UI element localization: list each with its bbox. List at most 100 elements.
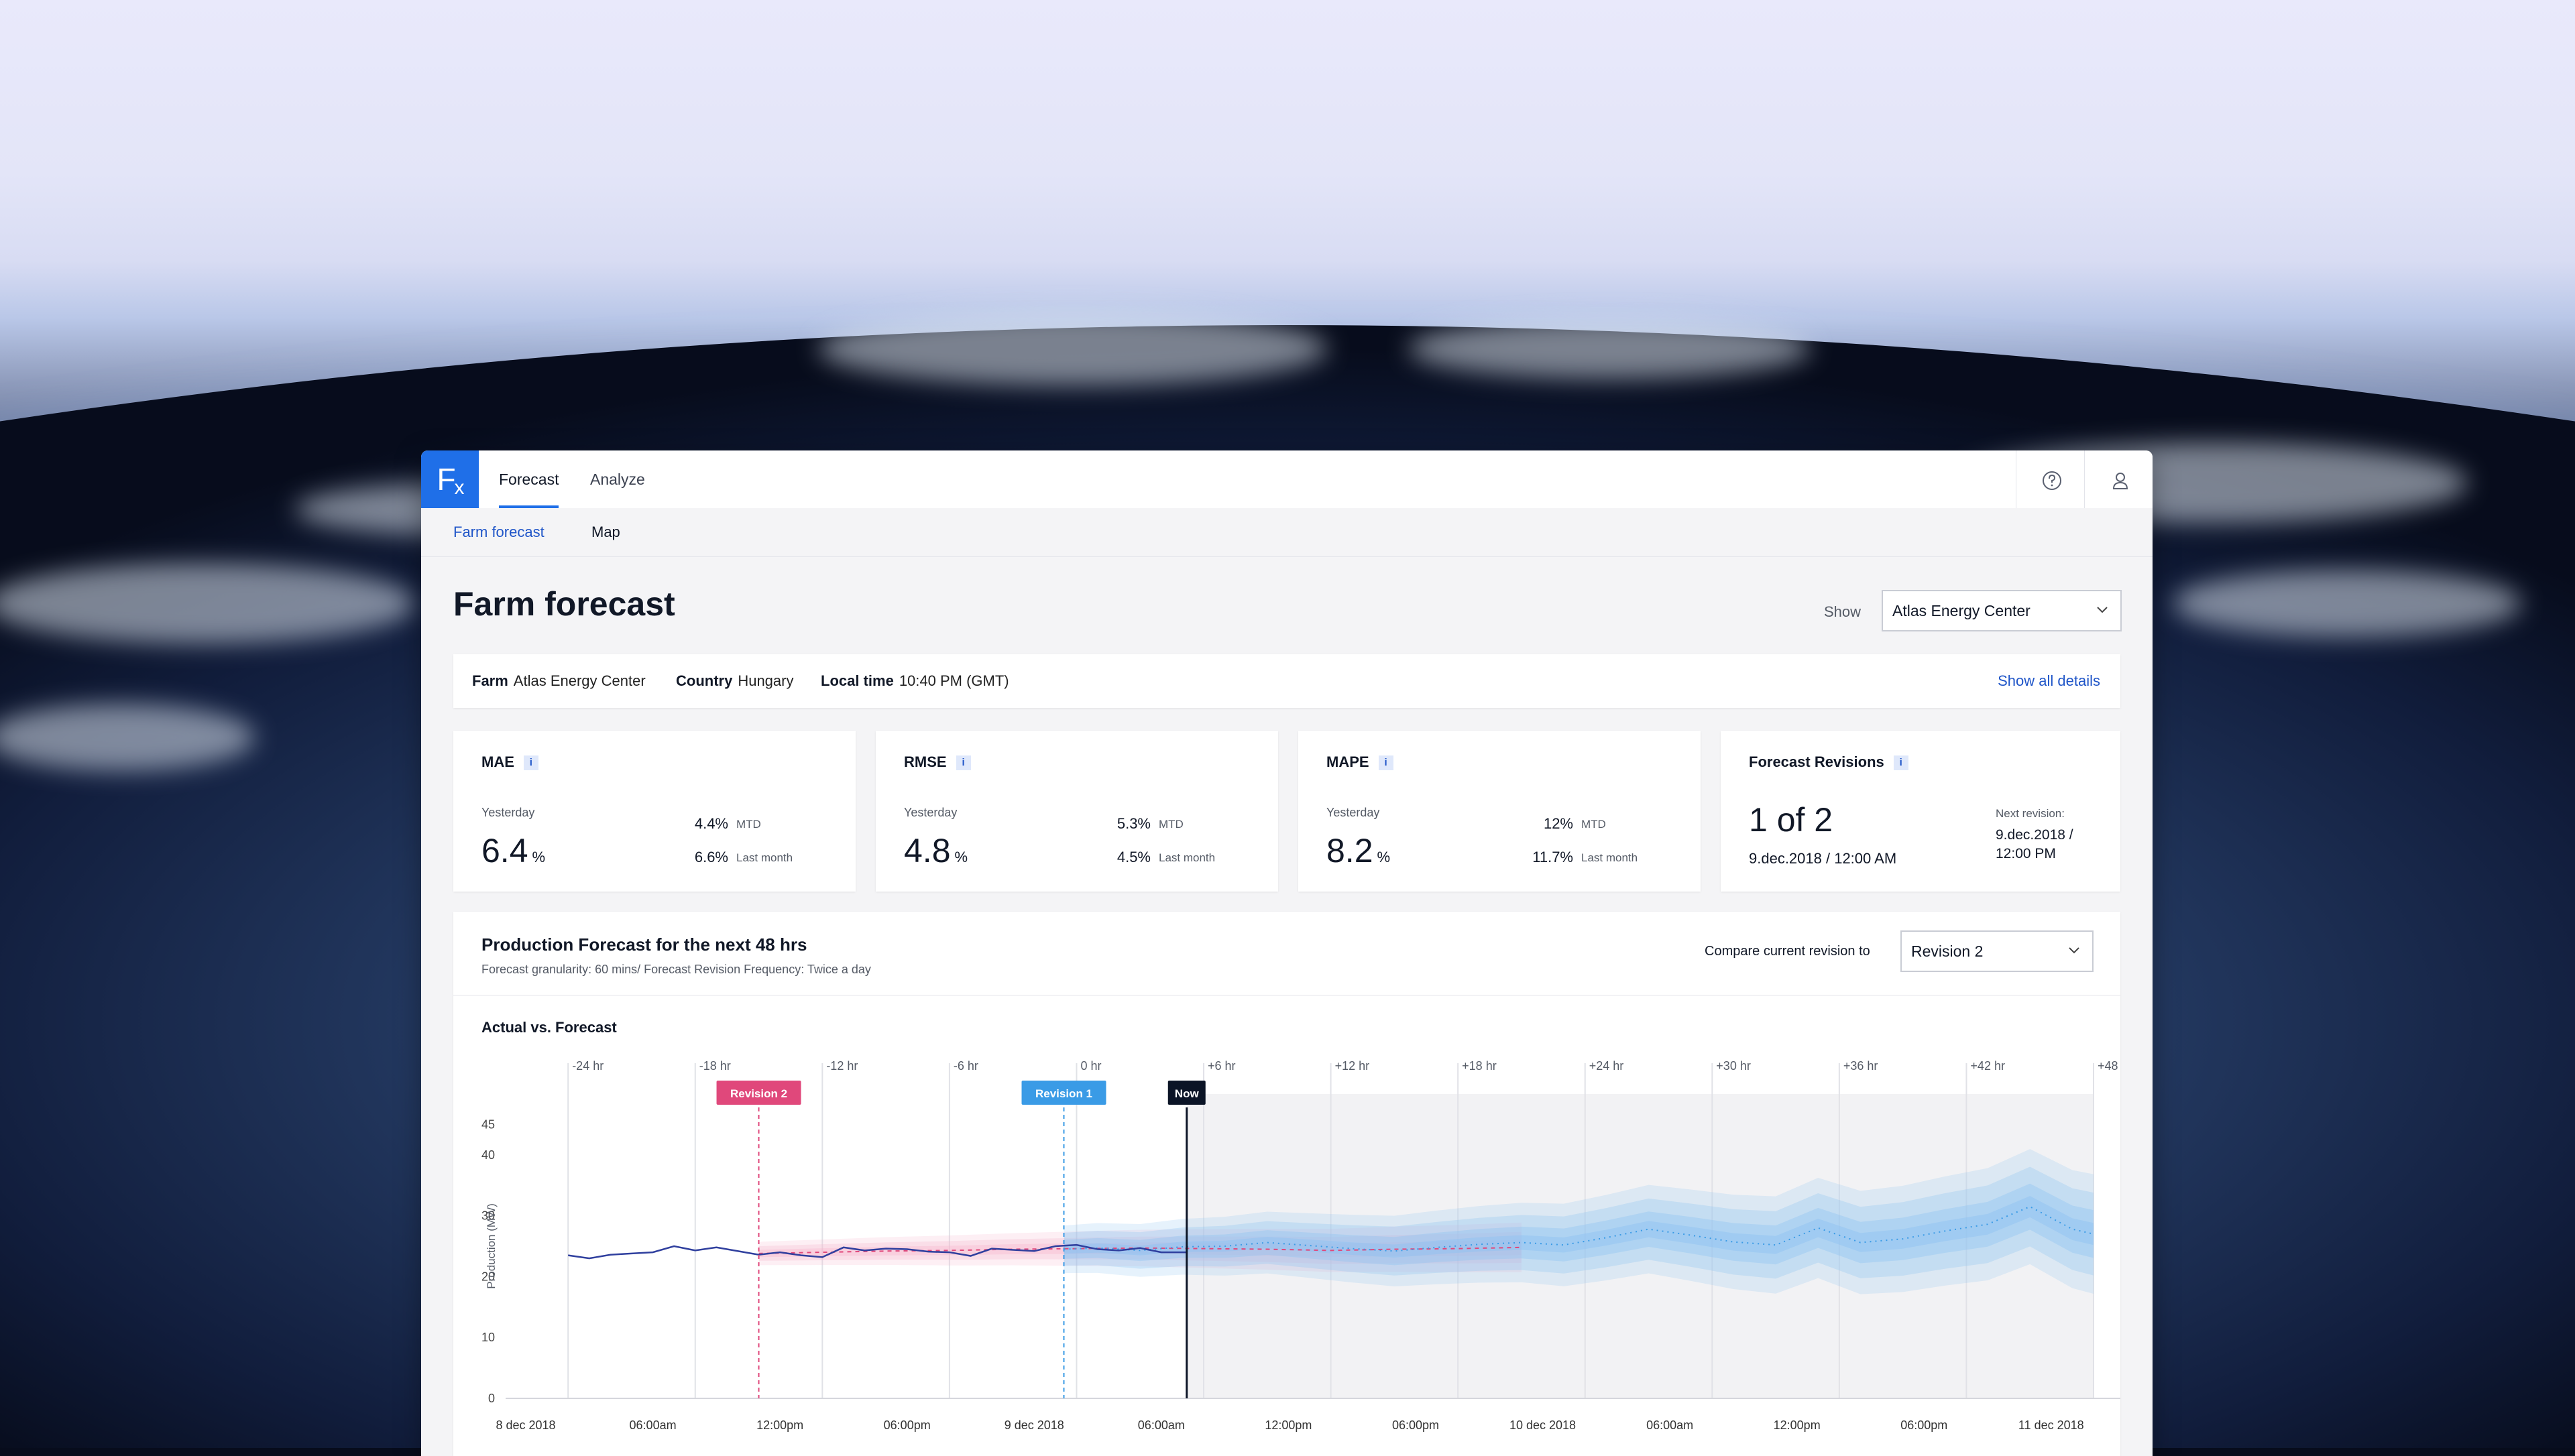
date-tick-label: 06:00am [1646,1418,1693,1432]
farm-value: Atlas Energy Center [513,672,646,689]
date-tick-label: 8 dec 2018 [496,1418,555,1432]
help-button[interactable] [2016,450,2085,508]
date-tick-label: 12:00pm [756,1418,803,1432]
app-window: Fx Forecast Analyze Farm forecast Map Fa… [421,450,2153,1456]
next-revision-label: Next revision: [1996,807,2065,820]
last-month-label: Last month [1581,851,1638,864]
date-tick-label: 9 dec 2018 [1005,1418,1064,1432]
subnav-farm-forecast[interactable]: Farm forecast [453,524,545,540]
relative-tick-label: -6 hr [954,1059,978,1073]
subnav-map[interactable]: Map [591,524,620,540]
actual-production-line [568,1243,1187,1260]
revision-1-uncertainty-band [1064,1149,2094,1294]
y-tick-label: 30 [481,1209,495,1223]
relative-tick-label: +48 hr [2098,1059,2120,1073]
date-tick-label: 06:00pm [884,1418,931,1432]
relative-tick-label: +36 hr [1843,1059,1878,1073]
relative-tick-label: +30 hr [1716,1059,1751,1073]
help-circle-icon [2043,471,2061,490]
farm-select-value: Atlas Energy Center [1892,602,2030,619]
user-icon [2112,473,2128,489]
metric-value: 4.8% [904,832,968,869]
metric-title: MAE i [481,753,538,771]
mae-card: MAE i Yesterday 6.4% 4.4% MTD 6.6% Last m… [453,731,856,892]
y-tick-label: 0 [488,1392,495,1405]
relative-tick-label: +12 hr [1335,1059,1370,1073]
yesterday-label: Yesterday [481,806,535,819]
date-tick-label: 06:00pm [1900,1418,1947,1432]
yesterday-label: Yesterday [904,806,958,819]
page-title: Farm forecast [453,585,675,623]
mtd-label: MTD [1581,818,1606,831]
tab-forecast[interactable]: Forecast [499,450,559,508]
info-icon[interactable]: i [956,755,971,770]
relative-tick-label: -24 hr [572,1059,604,1073]
forecast-revisions-card: Forecast Revisions i 1 of 2 9.dec.2018 / … [1721,731,2120,892]
marker-badge [1021,1081,1106,1105]
metric-value: 6.4% [481,832,546,869]
marker-label: Now [1175,1087,1200,1100]
marker-label: Revision 1 [1035,1087,1092,1100]
production-chart: -24 hr -18 hr -12 hr -6 hr 0 hr +6 hr +12 hr +1… [481,1059,2120,1432]
date-tick-label: 11 dec 2018 [2018,1418,2084,1432]
date-tick-label: 12:00pm [1265,1418,1312,1432]
last-month-label: Last month [736,851,793,864]
last-month-value: 11.7% [1532,849,1573,865]
future-period-shade [1186,1094,2094,1398]
compare-revision-value: Revision 2 [1911,943,1984,960]
y-tick-label: 40 [481,1148,495,1162]
farm-select[interactable]: Atlas Energy Center [1882,590,2122,631]
date-tick-label: 06:00am [1138,1418,1185,1432]
compare-revision-select[interactable]: Revision 2 [1900,930,2094,972]
revision-count: 1 of 2 [1749,801,1833,839]
tab-analyze[interactable]: Analyze [590,471,645,488]
info-icon[interactable]: i [1893,755,1908,770]
mtd-value: 12% [1543,815,1573,832]
chevron-down-icon [2097,607,2108,613]
local-time-value: 10:40 PM (GMT) [899,672,1009,689]
sub-navigation: Farm forecast Map [421,508,2153,557]
revision-1-uncertainty-band [1064,1183,2094,1266]
last-month-label: Last month [1159,851,1216,864]
next-revision-date: 9.dec.2018 / [1996,827,2073,843]
date-tick-label: 06:00pm [1392,1418,1439,1432]
date-tick-label: 10 dec 2018 [1509,1418,1576,1432]
chevron-down-icon [2069,947,2079,954]
user-menu-button[interactable] [2084,450,2153,508]
mtd-label: MTD [1159,818,1184,831]
top-bar: Fx Forecast Analyze [421,450,2153,509]
info-icon[interactable]: i [523,755,538,770]
revision-1-uncertainty-band [1064,1196,2094,1258]
y-tick-label: 10 [481,1331,495,1344]
app-logo[interactable]: Fx [421,450,479,508]
metric-value: 8.2% [1326,832,1391,869]
relative-tick-label: 0 hr [1080,1059,1101,1073]
compare-label: Compare current revision to [1705,944,1870,959]
relative-tick-label: -12 hr [826,1059,858,1073]
mtd-value: 4.4% [694,815,728,832]
yesterday-label: Yesterday [1326,806,1380,819]
metric-title: MAPE i [1326,753,1393,771]
revision-1-uncertainty-band [1064,1166,2094,1279]
local-time-label: Local time [821,672,894,689]
mape-card: MAPE i Yesterday 8.2% 12% MTD 11.7% Last … [1298,731,1701,892]
date-tick-label: 06:00am [630,1418,677,1432]
forecast-header: Production Forecast for the next 48 hrs … [453,912,2120,995]
farm-label: Farm [472,672,508,689]
local-time-info: Local time 10:40 PM (GMT) [821,654,1009,708]
country-value: Hungary [738,672,794,689]
metric-title: Forecast Revisions i [1749,753,1908,771]
last-month-value: 6.6% [694,849,728,865]
y-axis-label: Production (MW) [485,1203,498,1289]
info-icon[interactable]: i [1378,755,1393,770]
marker-label: Revision 2 [730,1087,787,1100]
metric-title: RMSE i [904,753,971,771]
relative-tick-label: +24 hr [1589,1059,1624,1073]
marker-badge [1167,1081,1206,1105]
show-label: Show [1824,603,1862,620]
rmse-card: RMSE i Yesterday 4.8% 5.3% MTD 4.5% Last … [876,731,1278,892]
mtd-label: MTD [736,818,761,831]
show-all-details-link[interactable]: Show all details [1998,672,2100,689]
last-month-value: 4.5% [1117,849,1151,865]
relative-tick-label: +42 hr [1970,1059,2005,1073]
